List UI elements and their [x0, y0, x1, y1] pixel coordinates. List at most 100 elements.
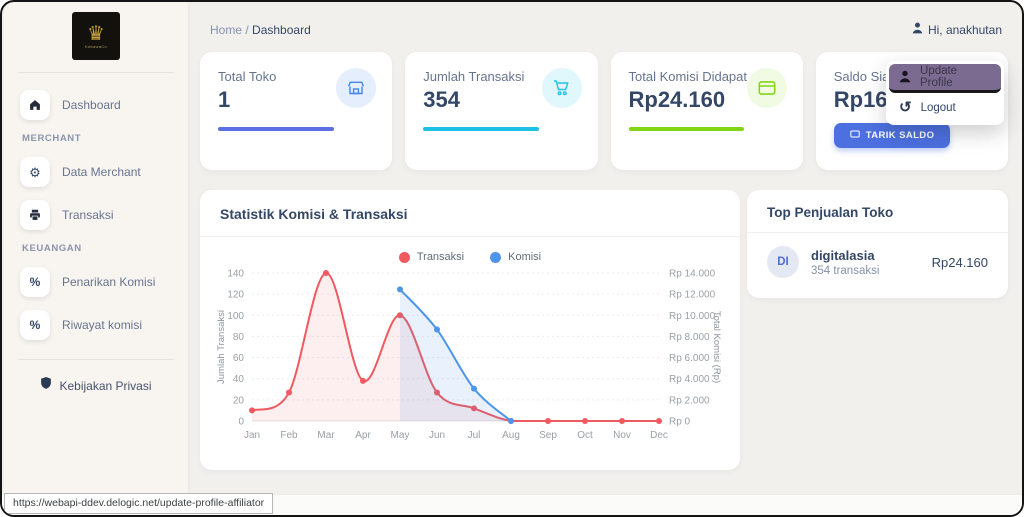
user-menu-trigger[interactable]: Hi, anakhutan	[912, 22, 1002, 37]
sidebar-item-dashboard[interactable]: Dashboard	[20, 87, 172, 123]
svg-text:20: 20	[233, 395, 245, 406]
svg-text:Mar: Mar	[317, 430, 335, 441]
wallet-icon	[746, 68, 787, 108]
shield-icon	[40, 376, 52, 395]
chart-divider	[200, 236, 740, 237]
sidebar-divider	[18, 72, 174, 73]
sidebar-item-label: Transaksi	[62, 208, 114, 222]
stat-cards-row: Total Toko 1 Jumlah Transaksi 354 Tota	[200, 52, 1008, 170]
store-name: digitalasia	[811, 247, 875, 263]
menu-item-label: Logout	[920, 101, 956, 114]
svg-text:80: 80	[233, 332, 245, 343]
stat-title: Jumlah Transaksi	[423, 69, 525, 84]
sidebar-item-label: Kebijakan Privasi	[59, 378, 152, 393]
stat-card-total-toko: Total Toko 1	[200, 52, 393, 170]
printer-icon	[20, 200, 50, 230]
breadcrumb-separator: /	[245, 22, 249, 37]
brand-logo-text: KebawaCo	[85, 43, 107, 49]
sidebar-item-privacy[interactable]: Kebijakan Privasi	[4, 376, 188, 395]
tarik-saldo-button[interactable]: TARIK SALDO	[833, 123, 951, 148]
svg-text:0: 0	[238, 417, 244, 428]
sidebar-item-transaksi[interactable]: Transaksi	[20, 197, 172, 233]
svg-text:Rp 8.000: Rp 8.000	[669, 332, 710, 343]
crown-icon: ♛	[87, 22, 105, 45]
stat-title: Total Toko	[218, 69, 277, 84]
store-amount: Rp24.160	[931, 254, 988, 270]
svg-text:100: 100	[227, 311, 244, 322]
svg-text:Jan: Jan	[244, 430, 260, 441]
topbar: Home / Dashboard Hi, anakhutan	[200, 2, 1008, 37]
percent-icon: %	[20, 310, 50, 340]
top-penjualan-divider	[747, 232, 1008, 233]
svg-text:Nov: Nov	[613, 430, 631, 441]
brand-logo[interactable]: ♛ KebawaCo	[72, 12, 120, 60]
stat-title: Total Komisi Didapat	[628, 69, 748, 84]
sidebar-nav: Dashboard MERCHANT ⚙ Data Merchant Trans…	[4, 87, 188, 343]
cart-icon	[541, 68, 582, 108]
svg-text:40: 40	[233, 374, 245, 385]
main-content: Home / Dashboard Hi, anakhutan Total Tok…	[188, 2, 1022, 515]
tarik-saldo-label: TARIK SALDO	[865, 130, 935, 141]
svg-text:Rp 2.000: Rp 2.000	[669, 395, 710, 406]
sidebar-divider	[18, 359, 174, 360]
svg-text:Rp 14.000: Rp 14.000	[669, 269, 716, 280]
legend-dot	[398, 251, 410, 263]
svg-text:Jul: Jul	[468, 430, 481, 441]
content-row: Statistik Komisi & Transaksi Transaksi K…	[200, 190, 1008, 470]
legend-item-komisi[interactable]: Komisi	[490, 251, 541, 263]
sidebar-item-label: Data Merchant	[62, 165, 141, 179]
line-chart: 0 Rp 0 20 Rp 2.000 40 Rp 4.000 60 Rp 6.000 80 Rp …	[216, 269, 722, 442]
menu-item-logout[interactable]: ↺ Logout	[889, 93, 1001, 122]
sidebar-item-riwayat-komisi[interactable]: % Riwayat komisi	[20, 307, 172, 343]
store-icon	[336, 68, 377, 108]
legend-label: Transaksi	[416, 251, 465, 263]
chart-legend: Transaksi Komisi	[200, 251, 740, 263]
menu-item-label: Update Profile	[920, 65, 958, 89]
banknote-icon	[850, 130, 860, 141]
stat-value: 354	[423, 87, 460, 112]
svg-text:60: 60	[233, 353, 245, 364]
stat-value: Rp24.160	[628, 87, 726, 112]
svg-text:Sep: Sep	[539, 430, 557, 441]
legend-item-transaksi[interactable]: Transaksi	[398, 251, 465, 263]
sidebar-section-merchant: MERCHANT	[22, 133, 82, 144]
percent-icon: %	[20, 267, 50, 297]
sidebar-section-keuangan: KEUANGAN	[22, 243, 82, 254]
sidebar-item-penarikan-komisi[interactable]: % Penarikan Komisi	[20, 264, 172, 300]
svg-text:Dec: Dec	[650, 430, 668, 441]
store-transactions: 354 transaksi	[811, 264, 880, 277]
sidebar-item-data-merchant[interactable]: ⚙ Data Merchant	[20, 154, 172, 190]
avatar: DI	[767, 246, 799, 278]
stat-accent-bar	[423, 127, 539, 131]
svg-text:140: 140	[227, 269, 244, 280]
svg-text:Jun: Jun	[429, 430, 445, 441]
svg-text:120: 120	[227, 290, 244, 301]
svg-text:Rp 6.000: Rp 6.000	[669, 353, 710, 364]
stat-title: Saldo Siap	[833, 69, 897, 84]
svg-text:Jumlah Transaksi: Jumlah Transaksi	[216, 310, 227, 384]
link-preview-statusbar: https://webapi-ddev.delogic.net/update-p…	[4, 493, 274, 514]
stat-accent-bar	[218, 127, 334, 131]
stat-value: 1	[218, 87, 231, 112]
svg-text:Rp 4.000: Rp 4.000	[669, 374, 710, 385]
home-icon	[20, 90, 50, 120]
user-greeting: Hi, anakhutan	[927, 22, 1002, 37]
sidebar: ♛ KebawaCo Dashboard MERCHANT ⚙ Data Mer…	[4, 2, 188, 494]
stat-card-total-komisi: Total Komisi Didapat Rp24.160	[610, 52, 803, 170]
profile-dropdown: Update Profile ↺ Logout	[886, 61, 1004, 125]
list-item[interactable]: DI digitalasia 354 transaksi Rp24.160	[767, 246, 988, 278]
person-icon	[899, 70, 911, 85]
breadcrumb-current: Dashboard	[252, 22, 311, 37]
svg-text:Feb: Feb	[280, 430, 298, 441]
breadcrumb-home[interactable]: Home	[210, 22, 243, 37]
gear-icon: ⚙	[20, 157, 50, 187]
menu-item-update-profile[interactable]: Update Profile	[889, 64, 1001, 93]
legend-label: Komisi	[508, 251, 542, 263]
top-penjualan-title: Top Penjualan Toko	[767, 205, 894, 220]
svg-text:Apr: Apr	[355, 430, 371, 441]
svg-text:Total Komisi (Rp): Total Komisi (Rp)	[711, 311, 722, 383]
store-info: digitalasia 354 transaksi	[811, 248, 879, 277]
chart-card: Statistik Komisi & Transaksi Transaksi K…	[200, 190, 740, 470]
svg-text:Rp 10.000: Rp 10.000	[669, 311, 716, 322]
